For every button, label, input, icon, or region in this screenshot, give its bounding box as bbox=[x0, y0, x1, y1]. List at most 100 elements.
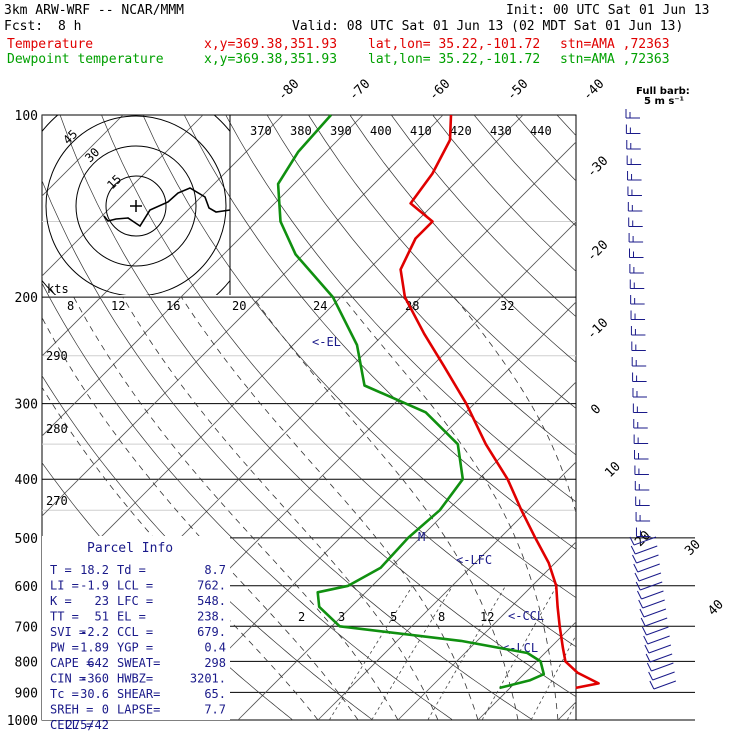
pressure-tick-label: 1000 bbox=[7, 714, 38, 729]
theta-label: 440 bbox=[530, 124, 552, 138]
mixing-ratio-line bbox=[371, 585, 454, 720]
hodograph-ring bbox=[105, 175, 167, 237]
parcel-info-cell: 7.7 bbox=[204, 703, 226, 717]
moist-adiabat bbox=[73, 296, 399, 720]
level-marker: <-EL bbox=[312, 335, 341, 349]
dry-adiabat bbox=[42, 282, 453, 720]
parcel-info-cell: SREH = bbox=[50, 703, 93, 717]
mixing-ratio-line bbox=[481, 585, 558, 720]
parcel-info-cell: SVI = bbox=[50, 625, 86, 639]
pressure-tick-label: 900 bbox=[15, 686, 38, 701]
wind-barb bbox=[632, 554, 637, 564]
hodograph-ring bbox=[75, 145, 197, 267]
pressure-tick-label: 100 bbox=[15, 109, 38, 124]
hodograph-units: kts bbox=[47, 282, 69, 296]
wind-barb bbox=[653, 680, 677, 690]
isotherm-label: 10 bbox=[602, 459, 624, 481]
dry-adiabat bbox=[723, 115, 740, 720]
parcel-info-box: Parcel Info T = 18.2 Td = 8.7 LI = -1.9 LCL = 7… bbox=[42, 536, 230, 732]
mixing-ratio-label: 20 bbox=[232, 299, 246, 313]
parcel-info-cell: CAPE = bbox=[50, 656, 93, 670]
level-marker: <-LFC bbox=[456, 553, 492, 567]
isotherm-label: -10 bbox=[584, 316, 611, 343]
wind-barb bbox=[652, 671, 675, 681]
dewpoint-latlon: lat,lon= 35.22,-101.72 bbox=[368, 52, 540, 67]
mixing-ratio-label: 3 bbox=[338, 610, 345, 624]
moist-adiabat bbox=[678, 297, 707, 720]
isotherm-line bbox=[42, 115, 204, 277]
dry-adiabat bbox=[142, 115, 576, 599]
parcel-info-cell: CCL = bbox=[117, 625, 153, 639]
isotherm-label: -70 bbox=[346, 77, 373, 104]
dry-adiabat bbox=[556, 115, 576, 137]
wind-barb bbox=[647, 635, 670, 645]
isotherm-line bbox=[42, 115, 524, 597]
dewpoint-xy: x,y=369.38,351.93 bbox=[204, 52, 337, 67]
theta-label: 430 bbox=[490, 124, 512, 138]
parcel-info-cell: -360 bbox=[80, 672, 109, 686]
dewpoint-station: stn=AMA ,72363 bbox=[560, 52, 670, 67]
parcel-info-cell: 275/42 bbox=[66, 718, 109, 732]
dry-adiabat bbox=[681, 115, 740, 720]
theta-label: 410 bbox=[410, 124, 432, 138]
dry-adiabat bbox=[266, 115, 576, 456]
wind-barb bbox=[648, 644, 672, 654]
parcel-info-cell: 1.89 bbox=[80, 641, 109, 655]
dry-adiabat bbox=[101, 115, 576, 648]
isotherm-label: 30 bbox=[682, 537, 704, 559]
dry-adiabat bbox=[225, 115, 576, 503]
temperature-station: stn=AMA ,72363 bbox=[560, 37, 670, 52]
level-marker: <-LCL bbox=[502, 641, 538, 655]
wind-barb bbox=[641, 590, 664, 600]
parcel-info-cell: 548. bbox=[197, 594, 226, 608]
isotherm-label: -60 bbox=[426, 77, 453, 104]
isotherm-line bbox=[557, 701, 576, 720]
isotherm-line bbox=[317, 461, 576, 720]
wind-barb bbox=[645, 653, 651, 663]
moist-adiabat bbox=[581, 297, 644, 720]
theta-label: 400 bbox=[370, 124, 392, 138]
parcel-info-cell: 679. bbox=[197, 625, 226, 639]
parcel-info-cell: CIN = bbox=[50, 672, 86, 686]
mixing-ratio-label: 16 bbox=[166, 299, 180, 313]
mixing-ratio-line bbox=[530, 634, 576, 720]
mixing-ratio-line bbox=[596, 586, 664, 720]
pressure-tick-label: 500 bbox=[15, 532, 38, 547]
pressure-tick-label: 600 bbox=[15, 580, 38, 595]
pressure-tick-label: 700 bbox=[15, 620, 38, 635]
wind-barb bbox=[649, 680, 655, 690]
temperature-latlon: lat,lon= 35.22,-101.72 bbox=[368, 37, 540, 52]
temperature-legend-label: Temperature bbox=[7, 37, 93, 52]
hodograph-rings bbox=[42, 115, 230, 295]
wind-barb bbox=[636, 554, 659, 564]
dry-adiabat bbox=[640, 115, 740, 720]
isotherm-line bbox=[42, 115, 364, 437]
wind-barb bbox=[640, 581, 663, 591]
parcel-info-cell: 65. bbox=[204, 687, 226, 701]
isotherm-line bbox=[477, 621, 576, 720]
dry-adiabat bbox=[59, 115, 576, 698]
parcel-info-cell: 0 bbox=[102, 703, 109, 717]
parcel-info-cell: 30.6 bbox=[80, 687, 109, 701]
wind-barb bbox=[634, 572, 640, 582]
moist-adiabat bbox=[718, 297, 740, 720]
dry-adiabat bbox=[349, 115, 576, 363]
mixing-ratio-label: 5 bbox=[390, 610, 397, 624]
isotherm-line bbox=[638, 115, 740, 720]
wind-barb bbox=[635, 545, 658, 555]
theta-label: 280 bbox=[46, 422, 68, 436]
parcel-info-cell: 642 bbox=[87, 656, 109, 670]
parcel-info-cell: SWEAT= bbox=[117, 656, 160, 670]
parcel-info-cell: Td = bbox=[117, 563, 146, 577]
wind-barb bbox=[646, 662, 652, 672]
dry-adiabat bbox=[391, 115, 576, 318]
temperature-xy: x,y=369.38,351.93 bbox=[204, 37, 337, 52]
pressure-tick-label: 800 bbox=[15, 655, 38, 670]
parcel-info-cell: 0.4 bbox=[204, 641, 226, 655]
moist-adiabat bbox=[122, 296, 439, 720]
pressure-tick-label: 400 bbox=[15, 473, 38, 488]
level-marker: <-CCL bbox=[508, 609, 544, 623]
moist-adiabat bbox=[342, 296, 559, 720]
mixing-ratio-label: 2 bbox=[298, 610, 305, 624]
